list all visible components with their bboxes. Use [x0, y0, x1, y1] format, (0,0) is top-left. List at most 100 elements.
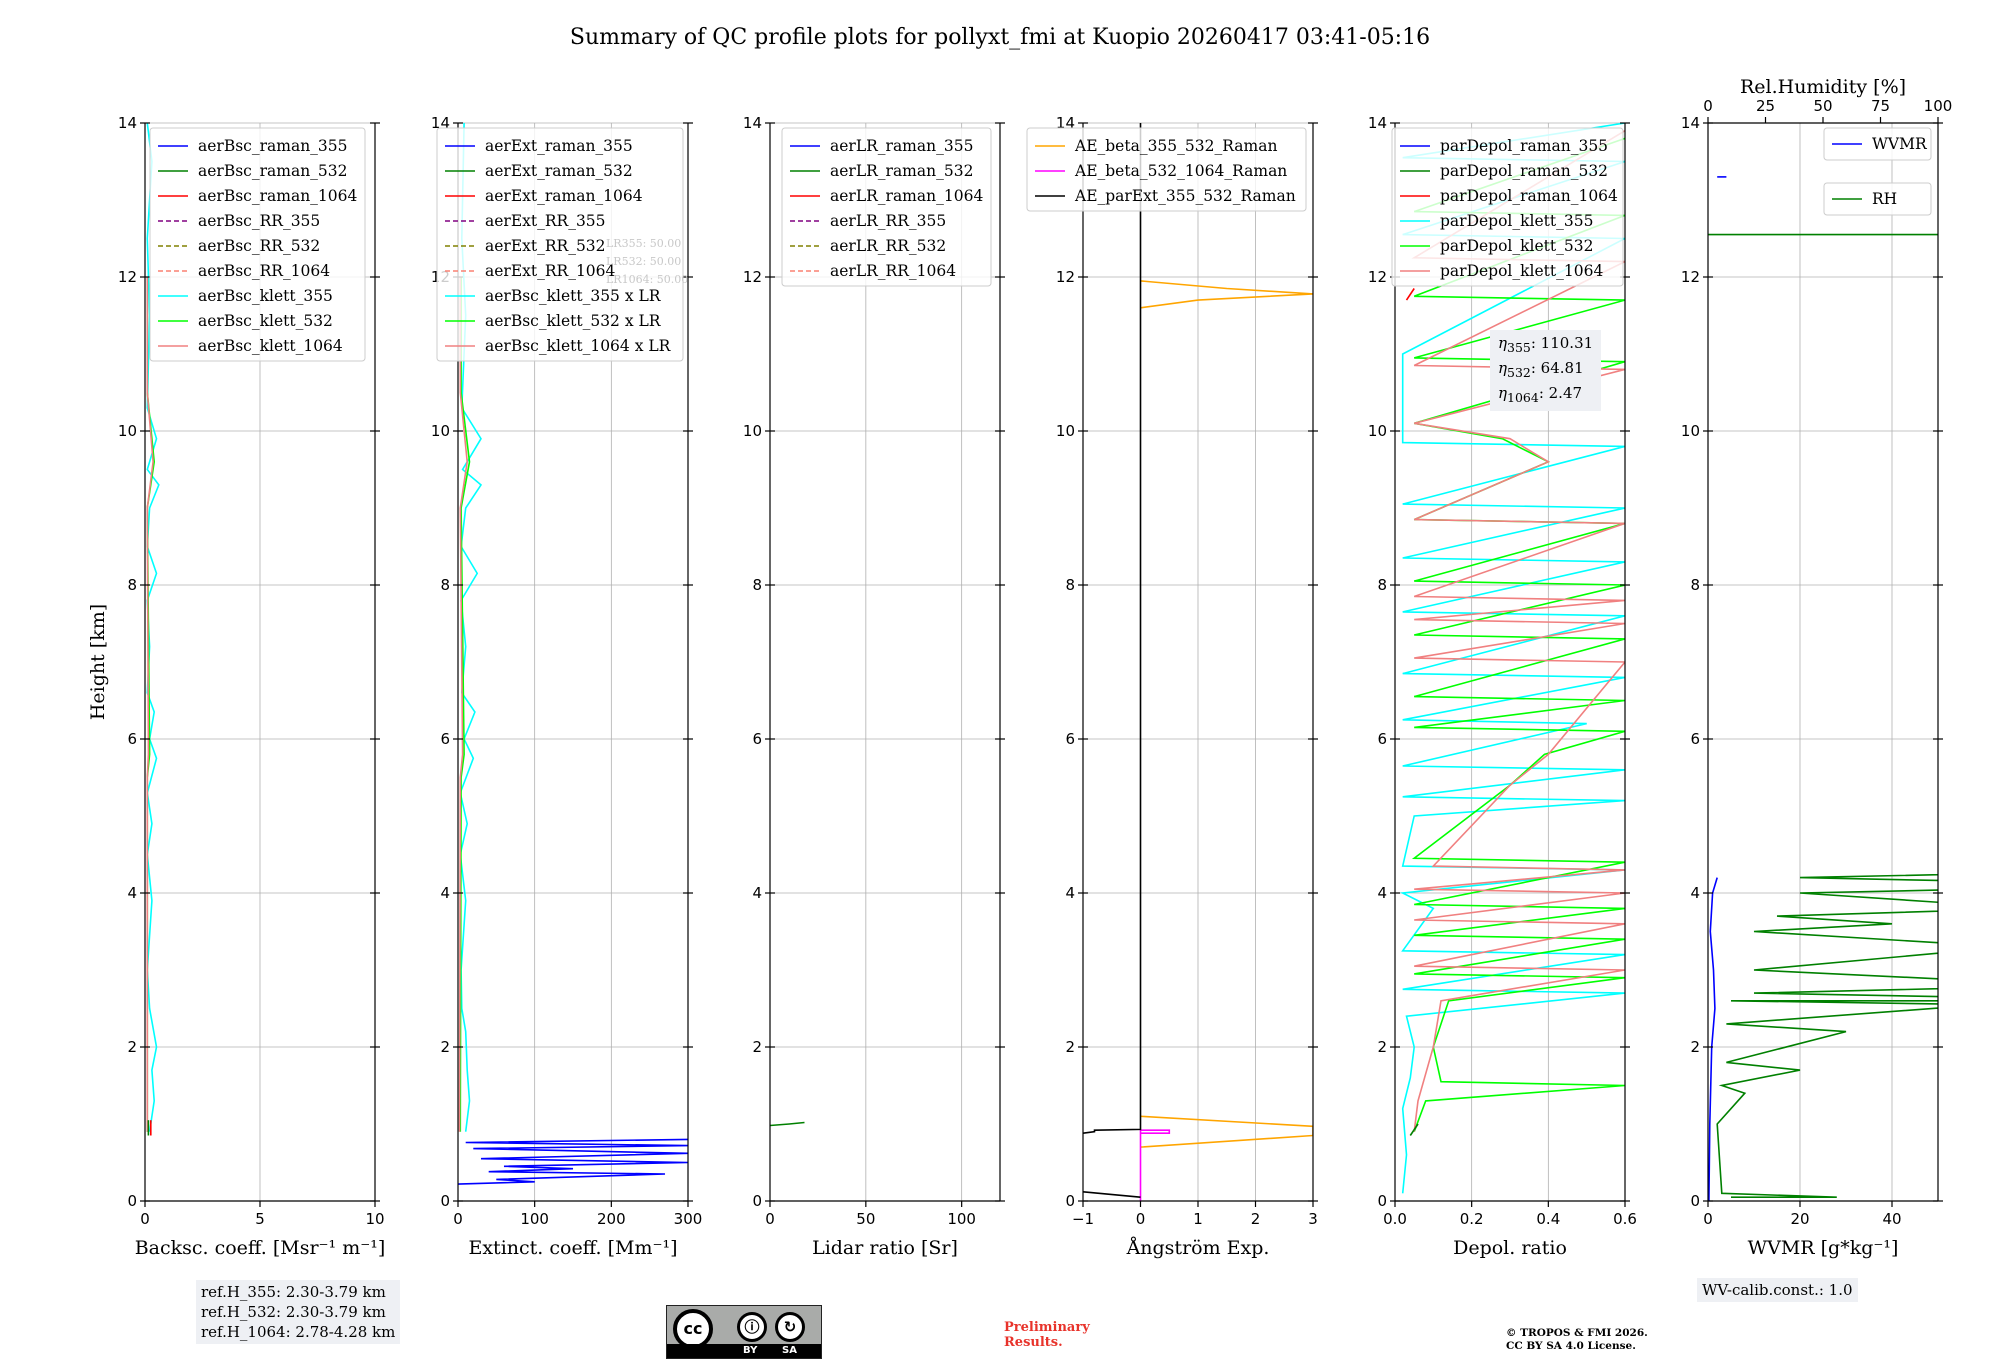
legend-label: aerExt_RR_355	[485, 212, 606, 230]
ytick-label-backscatter: 8	[127, 576, 137, 594]
series-lidar-ratio-aerLR_raman_532	[770, 1121, 805, 1127]
eta-355: η355: 110.31	[1498, 334, 1594, 355]
ytick-label-depol: 2	[1377, 1038, 1387, 1056]
eta-532-sub: 532	[1507, 365, 1531, 380]
legend-box-wvmr	[1823, 127, 1932, 161]
wv-calib-box: WV-calib.const.: 1.0	[1697, 1278, 1858, 1302]
lr-annotation: LR355: 50.00 LR532: 50.00 LR1064: 50.00	[606, 235, 688, 289]
ytick-label-angstrom: 4	[1065, 884, 1075, 902]
ytick-label-angstrom: 0	[1065, 1192, 1075, 1210]
ytick-label-lidar-ratio: 14	[743, 114, 762, 132]
series-wvmr-RH	[1716, 873, 1938, 1198]
ytick-label-backscatter: 10	[118, 422, 137, 440]
series-angstrom-AE_parExt_355_532_Raman	[1083, 1191, 1141, 1198]
top-xtick-label-wvmr: 100	[1924, 97, 1953, 115]
legend-label: AE_parExt_355_532_Raman	[1074, 187, 1296, 205]
legend-label: aerLR_RR_1064	[830, 262, 956, 280]
xtick-label-angstrom: 2	[1251, 1210, 1261, 1228]
xlabel-extinction: Extinct. coeff. [Mm⁻¹]	[468, 1237, 677, 1259]
ytick-label-angstrom: 10	[1056, 422, 1075, 440]
ytick-label-depol: 6	[1377, 730, 1387, 748]
legend-label: aerExt_raman_355	[485, 137, 633, 155]
ytick-label-extinction: 10	[431, 422, 450, 440]
ytick-label-wvmr: 8	[1690, 576, 1700, 594]
legend-label: aerLR_RR_532	[830, 237, 946, 255]
ytick-label-depol: 14	[1368, 114, 1387, 132]
xtick-label-extinction: 300	[674, 1210, 703, 1228]
cc-license-badge[interactable]: cc ⓘ ↻ BY SA	[666, 1305, 822, 1359]
legend-label: aerBsc_raman_1064	[198, 187, 358, 205]
eta-355-value: : 110.31	[1530, 334, 1594, 352]
xtick-label-extinction: 100	[520, 1210, 549, 1228]
legend-label: AE_beta_355_532_Raman	[1074, 137, 1277, 155]
xtick-label-angstrom: 0	[1136, 1210, 1146, 1228]
cc-by-label: BY	[743, 1345, 758, 1356]
eta-1064-sub: 1064	[1507, 390, 1539, 405]
figure-title: Summary of QC profile plots for pollyxt_…	[570, 25, 1430, 50]
legend-label: aerBsc_klett_532 x LR	[485, 312, 662, 330]
ytick-label-wvmr: 4	[1690, 884, 1700, 902]
top-xtick-label-wvmr: 50	[1813, 97, 1832, 115]
legend-box-lidar-ratio	[781, 127, 992, 287]
legend-box-angstrom	[1026, 127, 1307, 212]
legend-label: aerBsc_klett_1064	[198, 337, 343, 355]
legend-label: parDepol_klett_355	[1440, 212, 1593, 230]
legend-label: aerLR_RR_355	[830, 212, 946, 230]
series-extinction-aerExt_raman_355	[458, 1138, 688, 1185]
by-icon: ⓘ	[737, 1312, 767, 1342]
xtick-label-backscatter: 10	[365, 1210, 384, 1228]
panel-extinction: 024681012140100200300Extinct. coeff. [Mm…	[431, 114, 702, 1259]
xlabel-backscatter: Backsc. coeff. [Msr⁻¹ m⁻¹]	[135, 1237, 386, 1259]
legend-label: aerExt_RR_532	[485, 237, 606, 255]
ytick-label-wvmr: 14	[1681, 114, 1700, 132]
ytick-label-lidar-ratio: 4	[752, 884, 762, 902]
xtick-label-wvmr: 20	[1790, 1210, 1809, 1228]
copyright-line-2: CC BY SA 4.0 License.	[1506, 1340, 1636, 1352]
lr-1064: LR1064: 50.00	[606, 273, 689, 286]
series-angstrom-AE_beta_355_532_Raman	[1140, 280, 1313, 309]
series-depol-parDepol_raman_532	[1409, 1123, 1419, 1136]
legend-label: aerBsc_RR_532	[198, 237, 320, 255]
ytick-label-wvmr: 6	[1690, 730, 1700, 748]
legend-label: aerBsc_RR_355	[198, 212, 320, 230]
ytick-label-extinction: 8	[440, 576, 450, 594]
series-depol-parDepol_raman_1064	[1405, 288, 1415, 301]
legend-label: RH	[1872, 190, 1897, 208]
preliminary-line-1: Preliminary	[1004, 1320, 1090, 1335]
ytick-label-depol: 8	[1377, 576, 1387, 594]
preliminary-note: Preliminary Results.	[1004, 1320, 1090, 1350]
ytick-label-angstrom: 6	[1065, 730, 1075, 748]
top-xtick-label-wvmr: 75	[1871, 97, 1890, 115]
ytick-label-wvmr: 2	[1690, 1038, 1700, 1056]
legend-label: aerBsc_klett_355 x LR	[485, 287, 662, 305]
xtick-label-depol: 0.4	[1536, 1210, 1560, 1228]
legend-label: aerExt_raman_532	[485, 162, 633, 180]
xtick-label-extinction: 0	[453, 1210, 463, 1228]
xtick-label-depol: 0.0	[1383, 1210, 1407, 1228]
series-depol-parDepol_klett_355	[1399, 123, 1625, 1194]
top-xtick-label-wvmr: 0	[1703, 97, 1713, 115]
lr-355: LR355: 50.00	[606, 237, 682, 250]
xtick-label-backscatter: 0	[140, 1210, 150, 1228]
ytick-label-extinction: 2	[440, 1038, 450, 1056]
lr-532: LR532: 50.00	[606, 255, 682, 268]
series-angstrom-AE_parExt_355_532_Raman	[1083, 123, 1142, 1134]
legend-label: aerBsc_klett_532	[198, 312, 333, 330]
series-depol-parDepol_klett_1064	[1411, 130, 1625, 1132]
copyright-line-1: © TROPOS & FMI 2026.	[1506, 1327, 1648, 1339]
sa-icon: ↻	[775, 1312, 805, 1342]
eta-532: η532: 64.81	[1498, 359, 1584, 380]
xtick-label-wvmr: 40	[1882, 1210, 1901, 1228]
cc-icon: cc	[673, 1309, 713, 1349]
legend-label: aerBsc_raman_355	[198, 137, 348, 155]
ytick-label-lidar-ratio: 12	[743, 268, 762, 286]
series-extinction-aerBsc_klett_355 x LR	[459, 123, 483, 1132]
series-extinction-aerBsc_klett_1064 x LR	[458, 277, 469, 1132]
xlabel-wvmr: WVMR [g*kg⁻¹]	[1748, 1237, 1899, 1259]
ref-h-1064: ref.H_1064: 2.78-4.28 km	[201, 1323, 396, 1341]
xtick-label-lidar-ratio: 100	[947, 1210, 976, 1228]
ytick-label-depol: 12	[1368, 268, 1387, 286]
xtick-label-angstrom: −1	[1072, 1210, 1094, 1228]
ytick-label-backscatter: 4	[127, 884, 137, 902]
